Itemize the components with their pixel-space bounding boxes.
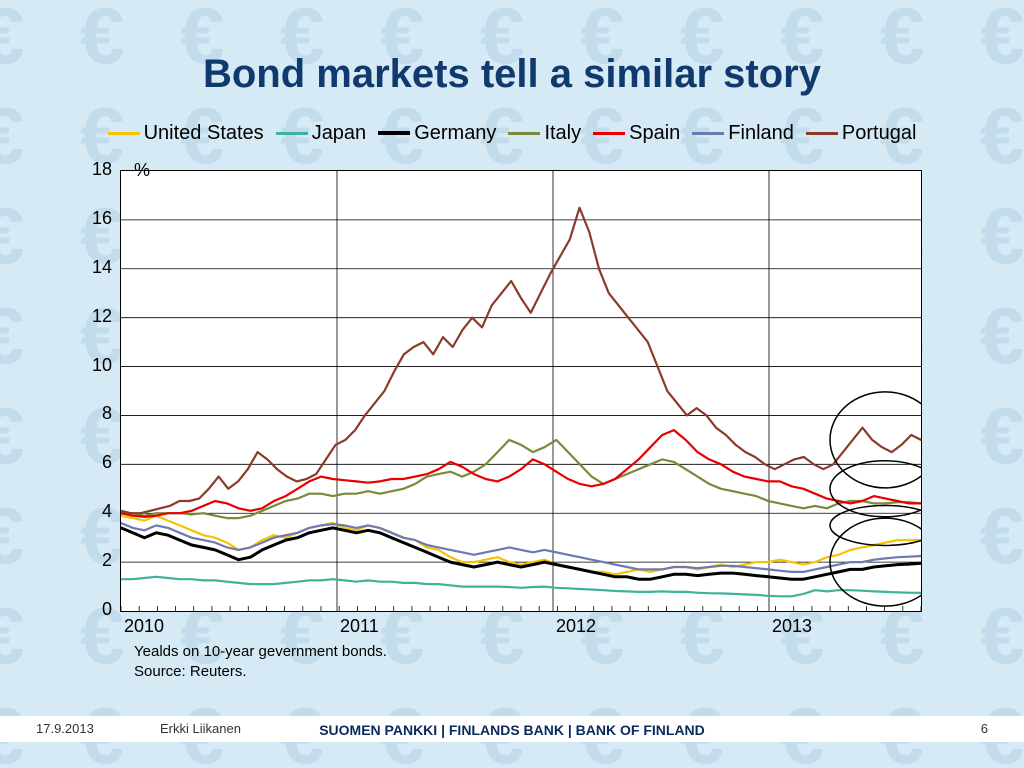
y-axis-unit: %	[134, 160, 150, 181]
legend-item: Spain	[593, 122, 680, 145]
legend-item: Japan	[276, 122, 367, 145]
y-tick-label: 4	[72, 501, 112, 522]
line-chart	[120, 170, 922, 612]
x-tick-label: 2012	[556, 616, 596, 637]
y-tick-label: 16	[72, 208, 112, 229]
y-tick-label: 18	[72, 159, 112, 180]
legend-item: United States	[108, 122, 264, 145]
y-tick-label: 10	[72, 355, 112, 376]
legend-item: Portugal	[806, 122, 917, 145]
subtitle-line2: Source: Reuters.	[134, 663, 247, 680]
page-title: Bond markets tell a similar story	[0, 52, 1024, 97]
x-tick-label: 2013	[772, 616, 812, 637]
legend-item: Finland	[692, 122, 794, 145]
y-tick-label: 2	[72, 550, 112, 571]
y-tick-label: 12	[72, 306, 112, 327]
y-tick-label: 6	[72, 452, 112, 473]
legend-item: Germany	[378, 122, 496, 145]
legend-item: Italy	[508, 122, 581, 145]
chart-subtitle: Yealds on 10-year gevernment bonds. Sour…	[134, 642, 387, 681]
x-tick-label: 2010	[124, 616, 164, 637]
y-tick-label: 14	[72, 257, 112, 278]
x-tick-label: 2011	[340, 616, 379, 637]
chart-legend: United States Japan Germany Italy Spain Finla…	[0, 118, 1024, 145]
footer-bank: SUOMEN PANKKI | FINLANDS BANK | BANK OF …	[0, 722, 1024, 738]
y-tick-label: 8	[72, 403, 112, 424]
footer-page-number: 6	[981, 721, 988, 736]
subtitle-line1: Yealds on 10-year gevernment bonds.	[134, 643, 387, 660]
y-tick-label: 0	[72, 599, 112, 620]
slide: { "title": "Bond markets tell a similar …	[0, 0, 1024, 768]
